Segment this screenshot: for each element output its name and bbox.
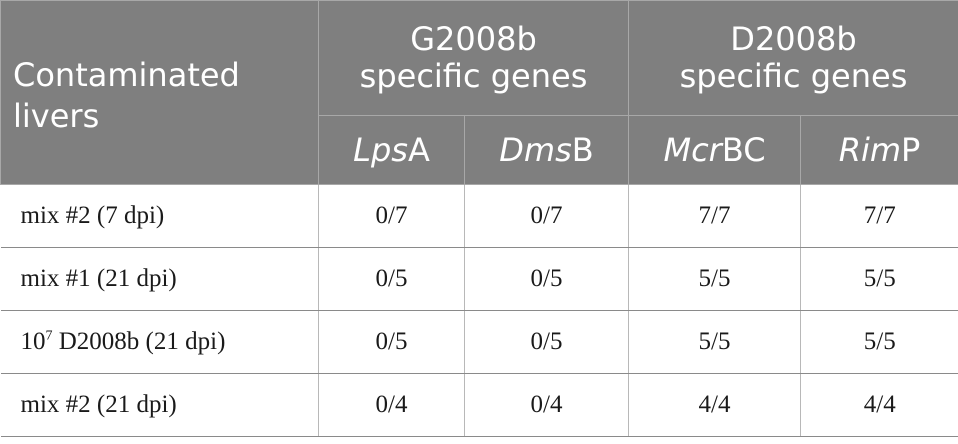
table-cell: 0/7: [464, 184, 629, 248]
group-header-title: D2008b: [730, 20, 857, 58]
table-cell: 7/7: [800, 184, 958, 248]
table-cell: 7/7: [628, 184, 801, 248]
table-cell: 4/4: [800, 373, 958, 437]
group-header-subtitle: specific genes: [359, 57, 588, 95]
gene-name-suffix: B: [571, 131, 594, 169]
gene-name-italic: Rim: [838, 131, 901, 169]
table-cell: 0/5: [318, 310, 465, 374]
row-label-exponent: 7: [45, 328, 53, 344]
gene-name-suffix: P: [901, 131, 921, 169]
table-header: Contaminated livers G2008b specific gene…: [0, 0, 958, 185]
row-label: mix #1 (21 dpi): [0, 247, 319, 311]
corner-header-line-2: livers: [13, 96, 100, 135]
table-cell: 0/4: [318, 373, 465, 437]
row-label-base: 10: [20, 328, 46, 355]
row-label: mix #2 (21 dpi): [0, 373, 319, 437]
group-header-g2008b: G2008b specific genes: [318, 0, 629, 116]
gene-header-dmsb: DmsB: [464, 115, 629, 185]
gene-name-italic: Mcr: [663, 131, 722, 169]
table-cell: 0/5: [464, 310, 629, 374]
group-header-d2008b: D2008b specific genes: [628, 0, 958, 116]
gene-header-lpsa: LpsA: [318, 115, 465, 185]
gene-name-italic: Dms: [499, 131, 572, 169]
table-cell: 4/4: [628, 373, 801, 437]
gene-header-mcrbc: McrBC: [628, 115, 801, 185]
gene-name-italic: Lps: [353, 131, 408, 169]
table-body: mix #2 (7 dpi) 0/7 0/7 7/7 7/7 mix #1 (2…: [0, 184, 958, 437]
table-cell: 5/5: [800, 247, 958, 311]
table-cell: 5/5: [628, 247, 801, 311]
gene-header-rimp: RimP: [800, 115, 958, 185]
table-row: mix #2 (7 dpi) 0/7 0/7 7/7 7/7: [0, 184, 958, 248]
gene-name-suffix: A: [407, 131, 430, 169]
group-header-subtitle: specific genes: [679, 57, 908, 95]
table-row: mix #2 (21 dpi) 0/4 0/4 4/4 4/4: [0, 373, 958, 437]
corner-header: Contaminated livers: [0, 0, 319, 185]
table-cell: 0/5: [318, 247, 465, 311]
table-row: 107 D2008b (21 dpi) 0/5 0/5 5/5 5/5: [0, 310, 958, 374]
row-label: 107 D2008b (21 dpi): [0, 310, 319, 374]
row-label-rest: D2008b (21 dpi): [52, 328, 226, 355]
row-label: mix #2 (7 dpi): [0, 184, 319, 248]
table-cell: 0/5: [464, 247, 629, 311]
gene-name-suffix: BC: [721, 131, 766, 169]
table-row: mix #1 (21 dpi) 0/5 0/5 5/5 5/5: [0, 247, 958, 311]
table-cell: 5/5: [800, 310, 958, 374]
group-header-title: G2008b: [410, 20, 537, 58]
table-cell: 0/7: [318, 184, 465, 248]
corner-header-line-1: Contaminated: [13, 55, 240, 94]
table-cell: 5/5: [628, 310, 801, 374]
table-cell: 0/4: [464, 373, 629, 437]
